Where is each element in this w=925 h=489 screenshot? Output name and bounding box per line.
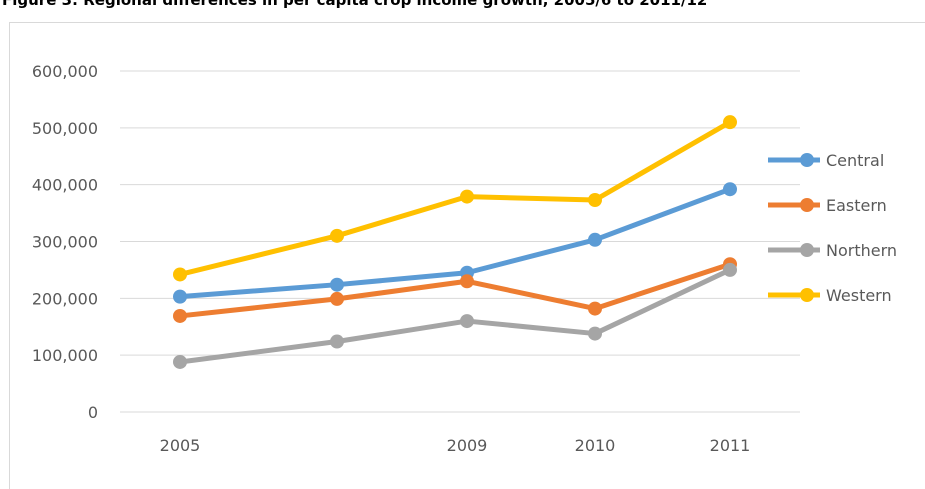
data-point [460, 314, 474, 329]
data-point [588, 193, 602, 208]
y-tick-label: 500,000 [32, 119, 98, 138]
x-tick-label: 2009 [447, 436, 488, 455]
y-axis-ticks: 0 100,000 200,000 300,000 400,000 500,000 600,… [32, 62, 98, 422]
legend-item-northern: Northern [768, 241, 897, 260]
x-tick-label: 2005 [160, 436, 201, 455]
legend-swatch-marker [800, 288, 814, 302]
gridlines [120, 70, 800, 413]
y-tick-label: 100,000 [32, 346, 98, 365]
chart-title: Figure 3: Regional differences in per ca… [2, 0, 708, 9]
data-point [330, 228, 344, 243]
data-point [173, 308, 187, 323]
data-point [173, 354, 187, 369]
series-western [173, 115, 737, 282]
data-point [588, 232, 602, 247]
legend-label: Eastern [826, 196, 887, 215]
data-point [460, 189, 474, 204]
legend-swatch-marker [800, 198, 814, 212]
data-point [723, 115, 737, 130]
y-tick-label: 200,000 [32, 289, 98, 308]
x-axis-ticks: 2005 2009 2010 2011 [160, 436, 751, 455]
x-tick-label: 2010 [575, 436, 616, 455]
y-tick-label: 0 [88, 403, 98, 422]
legend-label: Central [826, 151, 884, 170]
data-point [588, 326, 602, 341]
data-point [460, 274, 474, 289]
y-tick-label: 300,000 [32, 233, 98, 252]
legend-swatch-marker [800, 243, 814, 257]
data-point [173, 289, 187, 304]
data-point [723, 262, 737, 277]
data-point [330, 291, 344, 306]
series-layer [173, 115, 737, 369]
legend-label: Northern [826, 241, 897, 260]
legend-item-western: Western [768, 286, 892, 305]
legend-item-eastern: Eastern [768, 196, 887, 215]
y-tick-label: 400,000 [32, 176, 98, 195]
y-tick-label: 600,000 [32, 62, 98, 81]
legend-item-central: Central [768, 151, 884, 170]
legend: Central Eastern Northern Western [768, 151, 897, 305]
series-line-western [177, 119, 733, 277]
data-point [330, 334, 344, 349]
data-point [330, 277, 344, 292]
data-point [588, 301, 602, 316]
legend-label: Western [826, 286, 892, 305]
series-northern [173, 262, 737, 369]
chart-area-border [9, 22, 925, 489]
x-tick-label: 2011 [710, 436, 751, 455]
legend-swatch-marker [800, 153, 814, 167]
data-point [723, 182, 737, 197]
data-point [173, 267, 187, 282]
